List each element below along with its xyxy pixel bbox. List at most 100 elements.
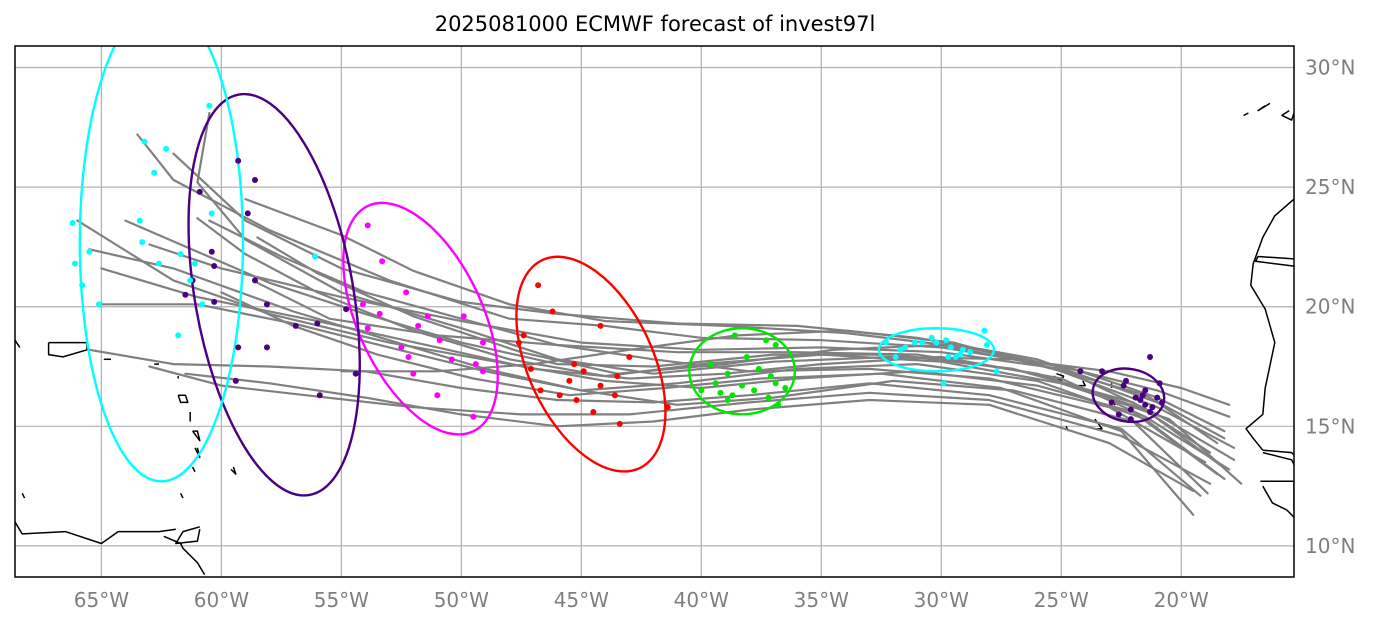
position-day-3 — [782, 385, 789, 392]
position-day-6 — [211, 263, 218, 270]
coastline — [1254, 255, 1294, 267]
position-day-4 — [520, 332, 527, 339]
position-day-6 — [235, 344, 242, 351]
coastline — [15, 521, 176, 545]
position-day-7 — [139, 239, 146, 246]
position-day-3 — [755, 365, 762, 372]
coastline — [191, 466, 196, 473]
position-day-7 — [95, 301, 102, 308]
coastline — [175, 526, 201, 545]
position-day-4 — [527, 365, 534, 372]
ellipse-day-5 — [342, 201, 499, 436]
coastline — [1316, 101, 1328, 115]
coastline — [192, 430, 201, 442]
coastline — [1243, 112, 1249, 117]
position-day-4 — [515, 339, 522, 346]
position-day-5 — [405, 353, 412, 360]
coastline — [1257, 102, 1271, 112]
position-day-3 — [767, 373, 774, 380]
position-day-1 — [1123, 377, 1130, 384]
position-day-4 — [580, 368, 587, 375]
position-day-2 — [967, 349, 974, 356]
position-day-1 — [1139, 392, 1146, 399]
position-day-5 — [364, 325, 371, 332]
forecast-track — [88, 248, 1226, 480]
plot-frame — [14, 45, 1295, 578]
y-tick-label: 10°N — [1305, 534, 1355, 558]
position-day-2 — [943, 337, 950, 344]
position-day-5 — [424, 313, 431, 320]
ellipse-day-6 — [187, 92, 361, 497]
ellipse-day-2 — [877, 327, 996, 373]
position-day-5 — [448, 356, 455, 363]
coastline — [179, 492, 184, 499]
position-day-3 — [698, 387, 705, 394]
x-tick-label: 50°W — [434, 588, 489, 612]
position-day-5 — [434, 392, 441, 399]
position-day-6 — [251, 277, 258, 284]
position-day-2 — [947, 344, 954, 351]
x-tick-label: 35°W — [794, 588, 849, 612]
ellipse-day-4 — [515, 255, 667, 473]
coastlines — [15, 101, 1328, 575]
position-day-7 — [311, 253, 318, 260]
position-day-1 — [1149, 404, 1156, 411]
coastline — [1078, 380, 1086, 387]
position-day-2 — [919, 339, 926, 346]
position-day-2 — [892, 353, 899, 360]
position-day-5 — [359, 301, 366, 308]
position-day-1 — [1147, 353, 1154, 360]
position-day-2 — [933, 339, 940, 346]
position-day-1 — [1154, 394, 1161, 401]
position-day-3 — [712, 380, 719, 387]
position-day-5 — [415, 322, 422, 329]
position-day-4 — [556, 392, 563, 399]
y-tick-label: 25°N — [1305, 175, 1355, 199]
position-day-3 — [707, 361, 714, 368]
position-day-5 — [403, 289, 410, 296]
position-day-7 — [141, 138, 148, 145]
position-day-3 — [772, 380, 779, 387]
position-day-7 — [69, 220, 76, 226]
y-tick-label: 20°N — [1305, 295, 1355, 319]
ellipse-day-3 — [688, 327, 797, 416]
position-day-3 — [765, 394, 772, 401]
coastline — [21, 492, 26, 499]
position-day-5 — [364, 222, 371, 229]
ellipse-day-7 — [78, 46, 245, 483]
position-day-2 — [902, 344, 909, 351]
position-day-2 — [959, 346, 966, 353]
coastline — [1281, 109, 1294, 121]
position-day-2 — [897, 346, 904, 353]
forecast-track — [340, 329, 1236, 449]
y-tick-label: 30°N — [1305, 56, 1355, 80]
x-tick-label: 55°W — [314, 588, 369, 612]
position-day-7 — [208, 210, 215, 217]
position-day-2 — [957, 351, 964, 358]
position-day-5 — [472, 361, 479, 368]
forecast-track — [244, 198, 1226, 433]
x-tick-label: 60°W — [194, 588, 249, 612]
forecast-track — [256, 281, 1207, 464]
x-tick-label: 65°W — [74, 588, 129, 612]
position-day-7 — [199, 301, 206, 308]
position-day-6 — [232, 377, 239, 384]
position-day-7 — [86, 248, 93, 255]
position-day-4 — [549, 308, 556, 315]
position-day-7 — [136, 217, 143, 224]
position-day-4 — [590, 408, 597, 415]
position-day-3 — [775, 401, 782, 408]
position-day-1 — [1132, 394, 1139, 401]
position-day-1 — [1137, 397, 1144, 403]
position-day-2 — [993, 368, 1000, 375]
position-day-7 — [155, 260, 162, 267]
position-day-7 — [71, 260, 78, 267]
position-day-4 — [535, 282, 542, 289]
forecast-track — [148, 365, 1212, 485]
coastline — [230, 466, 237, 475]
position-day-3 — [763, 337, 770, 344]
position-day-7 — [206, 102, 213, 109]
position-day-6 — [196, 188, 203, 195]
position-day-6 — [314, 320, 321, 327]
position-day-1 — [1142, 387, 1149, 394]
